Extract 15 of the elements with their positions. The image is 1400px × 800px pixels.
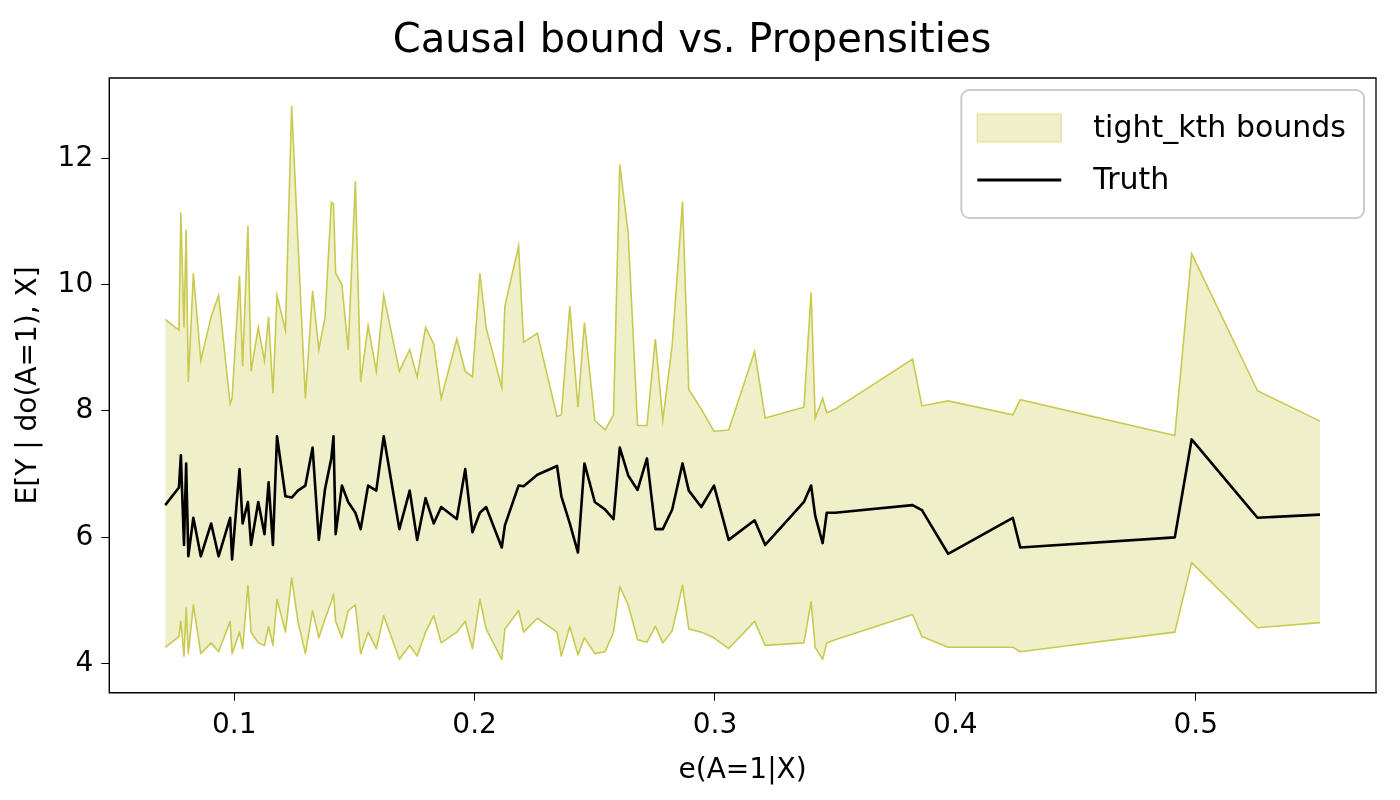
x-tick-label: 0.3 <box>692 706 738 740</box>
y-tick-label: 6 <box>75 518 94 552</box>
x-tick-label: 0.2 <box>452 706 497 740</box>
x-tick-label: 0.4 <box>933 706 978 740</box>
y-tick-label: 12 <box>57 139 94 173</box>
y-tick-label: 8 <box>75 392 94 426</box>
y-tick-label: 4 <box>75 645 94 679</box>
legend-label: tight_kth bounds <box>1093 108 1346 144</box>
legend-label: Truth <box>1092 160 1170 196</box>
x-tick-label: 0.5 <box>1173 706 1218 740</box>
y-axis-title: E[Y | do(A=1), X] <box>10 266 44 505</box>
y-tick-label: 10 <box>57 265 94 299</box>
x-axis-title: e(A=1|X) <box>678 752 807 786</box>
chart-title: Causal bound vs. Propensities <box>392 15 992 62</box>
x-tick-label: 0.1 <box>211 706 257 740</box>
